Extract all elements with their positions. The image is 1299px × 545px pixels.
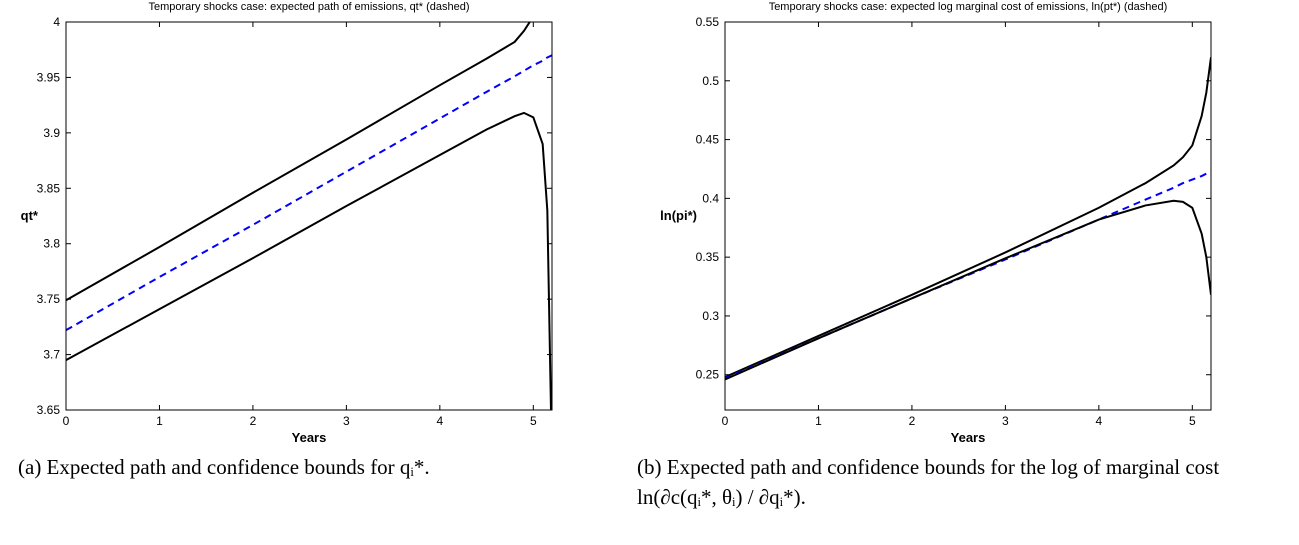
y-axis-label: qt* (21, 208, 39, 223)
x-tick-label: 2 (250, 414, 257, 428)
y-tick-label: 4 (53, 15, 60, 29)
line-series (66, 22, 531, 302)
x-tick-label: 3 (1002, 414, 1009, 428)
y-tick-label: 0.3 (702, 309, 719, 323)
chart-title: Temporary shocks case: expected log marg… (769, 1, 1168, 13)
x-tick-label: 0 (722, 414, 729, 428)
line-series (725, 199, 1211, 381)
x-axis-label: Years (951, 430, 986, 445)
x-tick-label: 1 (156, 414, 163, 428)
x-tick-label: 5 (530, 414, 537, 428)
x-tick-label: 1 (815, 414, 822, 428)
line-series (66, 54, 552, 332)
line-series (66, 111, 552, 410)
y-tick-label: 0.4 (702, 191, 719, 205)
y-tick-label: 0.5 (702, 74, 719, 88)
plot-frame (724, 21, 1212, 411)
figure: Temporary shocks case: expected path of … (21, 1, 1212, 445)
y-tick-label: 0.45 (696, 133, 720, 147)
x-tick-label: 5 (1189, 414, 1196, 428)
x-axis-label: Years (292, 430, 327, 445)
line-series (725, 57, 1211, 378)
y-tick-label: 3.7 (43, 348, 60, 362)
x-tick-label: 3 (343, 414, 350, 428)
x-tick-label: 4 (437, 414, 444, 428)
x-tick-label: 2 (909, 414, 916, 428)
y-tick-label: 0.55 (696, 15, 720, 29)
chart-title: Temporary shocks case: expected path of … (149, 1, 470, 13)
y-tick-label: 3.65 (37, 403, 61, 417)
y-tick-label: 0.35 (696, 250, 720, 264)
y-tick-label: 0.25 (696, 368, 720, 382)
y-tick-label: 3.85 (37, 181, 61, 195)
y-tick-label: 3.75 (37, 292, 61, 306)
plot-frame (65, 21, 553, 411)
y-tick-label: 3.95 (37, 70, 61, 84)
x-tick-label: 0 (63, 414, 70, 428)
x-tick-label: 4 (1096, 414, 1103, 428)
chart: Temporary shocks case: expected path of … (21, 1, 553, 445)
chart: Temporary shocks case: expected log marg… (660, 1, 1212, 445)
y-axis-label: ln(pi*) (660, 208, 697, 223)
y-tick-label: 3.8 (43, 237, 60, 251)
caption-a: (a) Expected path and confidence bounds … (18, 455, 430, 479)
y-tick-label: 3.9 (43, 126, 60, 140)
caption-b: (b) Expected path and confidence bounds … (637, 455, 1220, 509)
